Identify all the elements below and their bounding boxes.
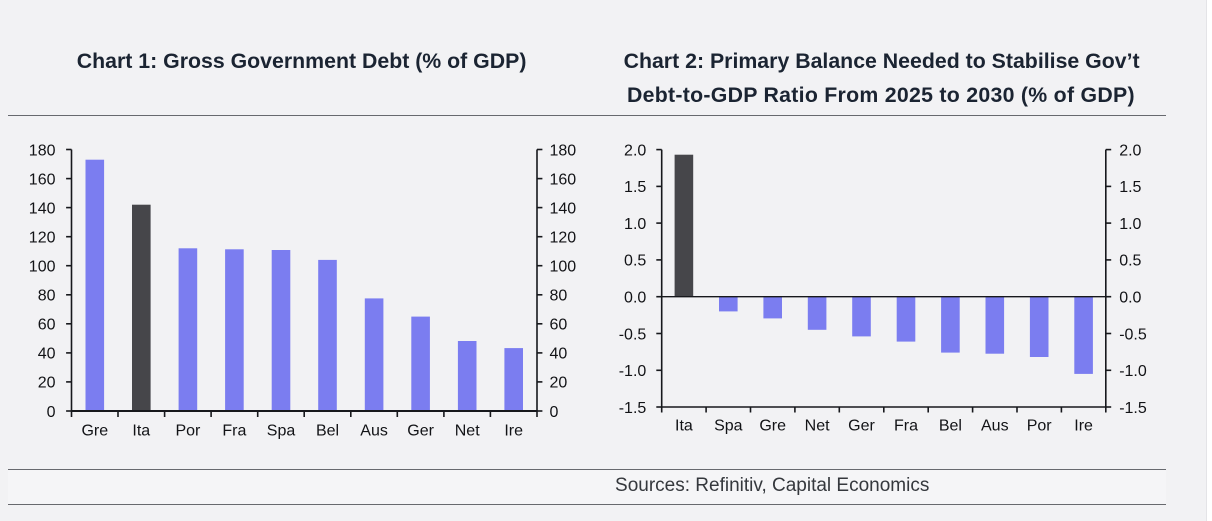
- svg-text:Bel: Bel: [316, 423, 339, 440]
- svg-text:100: 100: [550, 259, 577, 276]
- svg-text:Net: Net: [455, 423, 480, 440]
- svg-text:60: 60: [550, 317, 568, 334]
- svg-text:Gre: Gre: [759, 418, 786, 435]
- svg-text:120: 120: [29, 230, 56, 247]
- svg-text:0.0: 0.0: [624, 290, 646, 307]
- svg-text:-1.5: -1.5: [619, 400, 647, 417]
- svg-text:120: 120: [550, 230, 577, 247]
- svg-text:100: 100: [29, 259, 56, 276]
- svg-text:Aus: Aus: [360, 423, 388, 440]
- svg-text:0: 0: [47, 404, 56, 421]
- svg-text:-0.5: -0.5: [619, 326, 647, 343]
- svg-text:Ire: Ire: [1074, 418, 1093, 435]
- svg-text:-1.0: -1.0: [1119, 363, 1147, 380]
- svg-text:80: 80: [38, 288, 56, 305]
- svg-text:0.5: 0.5: [1119, 253, 1141, 270]
- svg-text:180: 180: [29, 142, 56, 159]
- svg-text:20: 20: [38, 375, 56, 392]
- svg-text:Net: Net: [805, 418, 830, 435]
- svg-text:1.5: 1.5: [1119, 179, 1141, 196]
- svg-text:1.5: 1.5: [624, 179, 646, 196]
- svg-text:1.0: 1.0: [1119, 216, 1141, 233]
- svg-text:Fra: Fra: [894, 418, 918, 435]
- svg-text:-1.0: -1.0: [619, 363, 647, 380]
- svg-text:Por: Por: [1027, 418, 1053, 435]
- svg-text:160: 160: [550, 171, 577, 188]
- svg-text:140: 140: [550, 200, 577, 217]
- svg-text:Ita: Ita: [132, 423, 150, 440]
- svg-text:Gre: Gre: [81, 423, 108, 440]
- svg-text:40: 40: [550, 346, 568, 363]
- svg-text:Ire: Ire: [504, 423, 523, 440]
- svg-text:Ger: Ger: [407, 423, 434, 440]
- svg-text:Por: Por: [175, 423, 201, 440]
- svg-text:-0.5: -0.5: [1119, 326, 1147, 343]
- svg-text:0: 0: [550, 404, 559, 421]
- svg-text:60: 60: [38, 317, 56, 334]
- svg-text:Ita: Ita: [675, 418, 693, 435]
- svg-text:Bel: Bel: [939, 418, 962, 435]
- svg-text:20: 20: [550, 375, 568, 392]
- svg-text:1.0: 1.0: [624, 216, 646, 233]
- svg-text:Spa: Spa: [714, 418, 743, 435]
- svg-text:0.5: 0.5: [624, 253, 646, 270]
- svg-text:2.0: 2.0: [624, 142, 646, 159]
- svg-text:180: 180: [550, 142, 577, 159]
- svg-text:160: 160: [29, 171, 56, 188]
- svg-text:0.0: 0.0: [1119, 290, 1141, 307]
- svg-text:Spa: Spa: [267, 423, 296, 440]
- svg-text:Ger: Ger: [848, 418, 875, 435]
- svg-text:40: 40: [38, 346, 56, 363]
- svg-text:Aus: Aus: [981, 418, 1009, 435]
- svg-text:140: 140: [29, 200, 56, 217]
- svg-text:Fra: Fra: [222, 423, 246, 440]
- svg-text:2.0: 2.0: [1119, 142, 1141, 159]
- svg-text:-1.5: -1.5: [1119, 400, 1147, 417]
- svg-text:80: 80: [550, 288, 568, 305]
